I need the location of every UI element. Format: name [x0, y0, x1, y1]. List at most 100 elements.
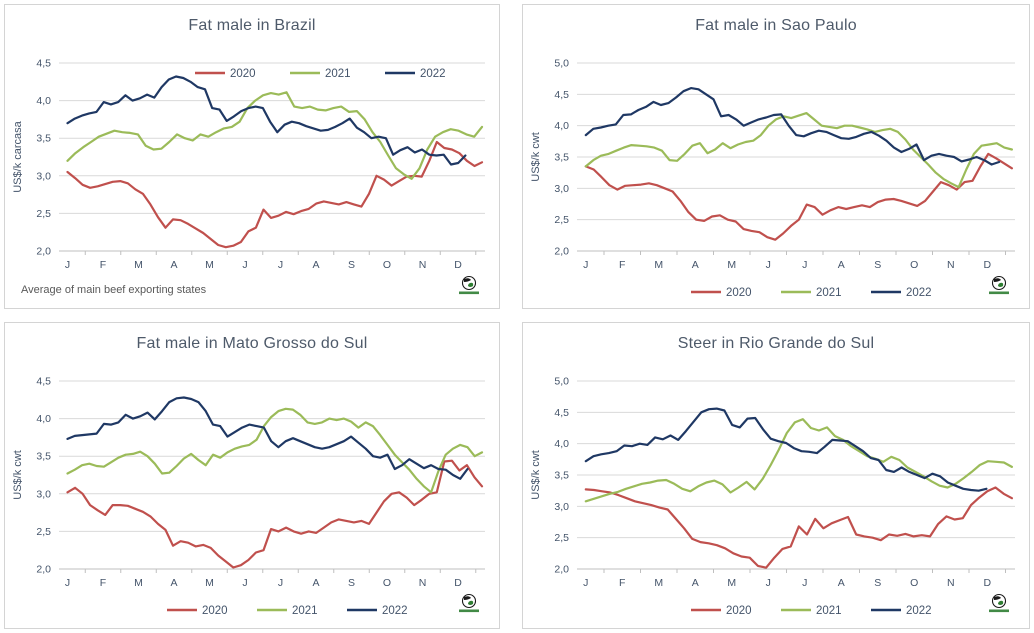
globe-logo: [989, 593, 1009, 613]
legend: 2020 2021 2022: [195, 68, 446, 80]
line-plot: 5,0 4,5 4,0 3,5 3,0 2,5 2,0 J F M A M J J A S O N D US$/k c…: [530, 376, 1015, 617]
chart-card-fat-male-sao-paulo: 5,0 4,5 4,0 3,5 3,0 2,5 2,0 J F M A M J J A S O N D US$/k c…: [522, 4, 1030, 309]
globe-land-north: [994, 278, 1001, 282]
y-tick-label: 4,5: [36, 376, 51, 388]
y-tick-label: 3,5: [554, 470, 569, 482]
chart-card-fat-male-mato-grosso-do-sul: 4,5 4,0 3,5 3,0 2,5 2,0 J F M A M J J A S O N D US$/k cwt 2…: [4, 322, 500, 629]
x-month-label: D: [454, 577, 462, 589]
legend-item-2021: 2021: [257, 605, 318, 617]
x-month-label: S: [348, 259, 355, 271]
legend-item-2020: 2020: [691, 287, 752, 299]
y-axis-tick-labels: 5,0 4,5 4,0 3,5 3,0 2,5 2,0: [554, 376, 569, 576]
series-lines: [584, 86, 1013, 241]
y-tick-label: 3,0: [36, 488, 51, 500]
x-month-label: S: [874, 577, 881, 589]
legend-label-2021: 2021: [292, 605, 318, 617]
globe-land-south: [998, 282, 1004, 287]
chart-title: Fat male in Brazil: [188, 17, 316, 34]
x-month-label: A: [171, 259, 178, 271]
x-month-label: J: [583, 259, 588, 271]
legend: 2020 2021 2022: [167, 605, 408, 617]
legend-item-2021: 2021: [781, 287, 842, 299]
series-line-2022: [584, 407, 988, 492]
legend: 2020 2021 2022: [691, 605, 932, 617]
x-month-label: O: [383, 259, 391, 271]
y-tick-label: 3,5: [36, 451, 51, 463]
series-line-2020: [584, 152, 1013, 241]
x-month-label: J: [278, 577, 283, 589]
x-month-label: J: [766, 259, 771, 271]
series-line-2022: [66, 396, 469, 480]
x-month-label: N: [947, 577, 955, 589]
series-line-2021: [66, 407, 484, 494]
x-month-label: A: [171, 577, 178, 589]
y-axis-tick-labels: 4,5 4,0 3,5 3,0 2,5 2,0: [36, 58, 51, 258]
x-month-label: D: [983, 577, 991, 589]
x-month-label: J: [278, 259, 283, 271]
globe-land-north: [464, 278, 471, 282]
x-axis: [577, 250, 1015, 255]
globe-logo: [459, 593, 479, 613]
x-month-label: A: [313, 259, 320, 271]
x-month-label: J: [65, 259, 70, 271]
gridlines: [59, 380, 485, 570]
line-plot: 4,5 4,0 3,5 3,0 2,5 2,0 J F M A M J J A S O N D US$/k carc…: [12, 58, 485, 295]
legend-label-2022: 2022: [906, 287, 932, 299]
legend-item-2021: 2021: [290, 68, 351, 80]
line-plot: 5,0 4,5 4,0 3,5 3,0 2,5 2,0 J F M A M J J A S O N D US$/k c…: [530, 58, 1015, 299]
chart-title: Fat male in Mato Grosso do Sul: [136, 335, 368, 352]
x-month-label: M: [654, 577, 663, 589]
x-month-label: M: [727, 577, 736, 589]
legend-item-2022: 2022: [871, 287, 932, 299]
y-tick-label: 4,0: [554, 120, 569, 132]
legend-label-2021: 2021: [816, 287, 842, 299]
legend-label-2022: 2022: [382, 605, 408, 617]
x-month-label: J: [583, 577, 588, 589]
chart-card-fat-male-brazil: 4,5 4,0 3,5 3,0 2,5 2,0 J F M A M J J A S O N D US$/k carc…: [4, 4, 500, 309]
x-month-label: O: [910, 577, 918, 589]
y-tick-label: 5,0: [554, 376, 569, 388]
y-axis-tick-labels: 5,0 4,5 4,0 3,5 3,0 2,5 2,0: [554, 58, 569, 258]
logo-caption: [989, 291, 1009, 295]
y-tick-label: 3,0: [554, 183, 569, 195]
x-month-label: J: [766, 577, 771, 589]
y-axis-title: US$/k cwt: [12, 450, 24, 500]
legend-item-2020: 2020: [195, 68, 256, 80]
y-tick-label: 4,0: [554, 438, 569, 450]
series-line-2021: [584, 111, 1013, 189]
legend-label-2020: 2020: [726, 287, 752, 299]
legend-item-2022: 2022: [871, 605, 932, 617]
x-month-label: M: [205, 259, 214, 271]
x-month-label: F: [619, 259, 625, 271]
line-plot: 4,5 4,0 3,5 3,0 2,5 2,0 J F M A M J J A S O N D US$/k cwt 2…: [12, 376, 485, 617]
y-tick-label: 4,0: [36, 95, 51, 107]
series-line-2021: [584, 418, 1013, 503]
series-line-2020: [66, 140, 484, 249]
y-tick-label: 2,0: [554, 564, 569, 576]
x-month-label: F: [100, 577, 106, 589]
legend-item-2021: 2021: [781, 605, 842, 617]
series-line-2022: [584, 86, 1001, 166]
y-tick-label: 3,5: [554, 152, 569, 164]
x-month-label: D: [454, 259, 462, 271]
y-axis-tick-labels: 4,5 4,0 3,5 3,0 2,5 2,0: [36, 376, 51, 576]
globe-land-south: [468, 600, 474, 605]
y-tick-label: 5,0: [554, 58, 569, 70]
y-tick-label: 4,5: [554, 407, 569, 419]
legend-item-2020: 2020: [167, 605, 228, 617]
globe-land-south: [468, 282, 474, 287]
chart-title: Fat male in Sao Paulo: [695, 17, 857, 34]
x-month-label: J: [242, 577, 247, 589]
globe-land-north: [464, 596, 471, 600]
x-month-label: F: [100, 259, 106, 271]
y-tick-label: 2,5: [36, 526, 51, 538]
x-month-label: J: [802, 577, 807, 589]
logo-caption: [989, 609, 1009, 613]
x-month-label: A: [692, 259, 699, 271]
x-month-label: N: [947, 259, 955, 271]
